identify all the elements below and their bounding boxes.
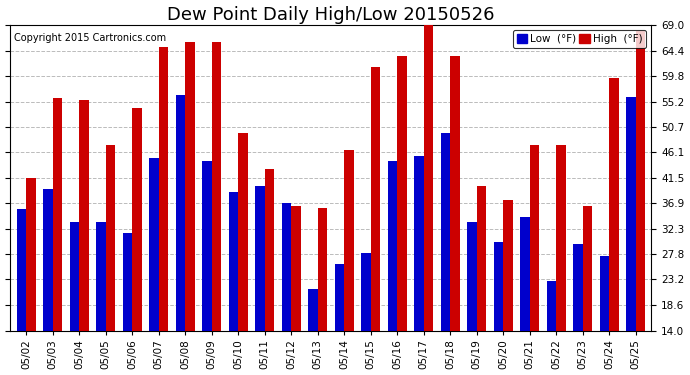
Legend: Low  (°F), High  (°F): Low (°F), High (°F): [513, 30, 647, 48]
Bar: [520, 217, 530, 330]
Bar: [228, 192, 238, 330]
Bar: [493, 242, 503, 330]
Bar: [450, 56, 460, 330]
Bar: [176, 94, 185, 330]
Bar: [388, 161, 397, 330]
Bar: [308, 289, 317, 330]
Bar: [335, 264, 344, 330]
Bar: [43, 189, 53, 330]
Bar: [185, 42, 195, 330]
Bar: [556, 144, 566, 330]
Bar: [477, 186, 486, 330]
Bar: [202, 161, 212, 330]
Bar: [441, 134, 450, 330]
Bar: [79, 100, 89, 330]
Bar: [609, 78, 619, 330]
Bar: [265, 170, 274, 330]
Bar: [573, 244, 582, 330]
Bar: [255, 186, 265, 330]
Bar: [106, 144, 115, 330]
Bar: [344, 150, 354, 330]
Bar: [70, 222, 79, 330]
Bar: [414, 156, 424, 330]
Title: Dew Point Daily High/Low 20150526: Dew Point Daily High/Low 20150526: [167, 6, 495, 24]
Bar: [467, 222, 477, 330]
Text: Copyright 2015 Cartronics.com: Copyright 2015 Cartronics.com: [14, 33, 166, 43]
Bar: [503, 200, 513, 330]
Bar: [600, 256, 609, 330]
Bar: [53, 98, 62, 330]
Bar: [582, 206, 592, 330]
Bar: [361, 253, 371, 330]
Bar: [212, 42, 221, 330]
Bar: [282, 203, 291, 330]
Bar: [123, 233, 132, 330]
Bar: [424, 17, 433, 330]
Bar: [26, 178, 36, 330]
Bar: [317, 209, 327, 330]
Bar: [626, 97, 635, 330]
Bar: [371, 67, 380, 330]
Bar: [17, 210, 26, 330]
Bar: [238, 134, 248, 330]
Bar: [149, 158, 159, 330]
Bar: [96, 222, 106, 330]
Bar: [546, 280, 556, 330]
Bar: [635, 31, 645, 330]
Bar: [397, 56, 406, 330]
Bar: [291, 206, 301, 330]
Bar: [132, 108, 142, 330]
Bar: [159, 47, 168, 330]
Bar: [530, 144, 539, 330]
